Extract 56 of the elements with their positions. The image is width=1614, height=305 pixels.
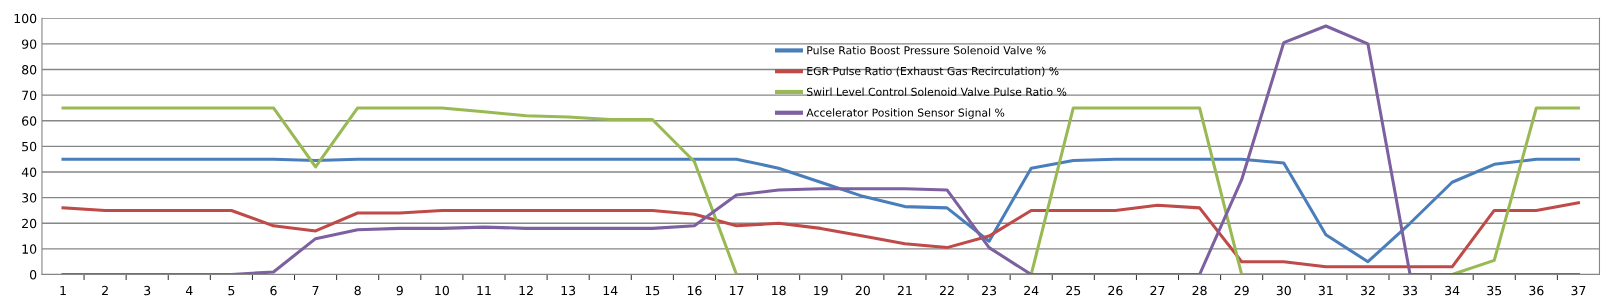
legend-label: Accelerator Position Sensor Signal %: [806, 108, 1005, 119]
x-tick-label: 25: [1066, 285, 1081, 296]
x-tick-label: 19: [814, 285, 828, 296]
legend-label: Swirl Level Control Solenoid Valve Pulse Ratio %: [807, 87, 1067, 96]
x-tick-label: 10: [435, 285, 449, 296]
x-tick-label: 34: [1445, 285, 1460, 296]
x-tick-label: 29: [1234, 285, 1249, 296]
x-tick-label: 28: [1192, 285, 1207, 296]
x-tick-label: 20: [855, 285, 870, 296]
legend-label: Pulse Ratio Boost Pressure Solenoid Valve %: [807, 45, 1046, 55]
y-tick-label: 30: [22, 193, 37, 203]
x-tick-label: 13: [561, 285, 576, 296]
x-tick-label: 18: [772, 285, 786, 296]
x-tick-label: 27: [1150, 285, 1165, 296]
line-series: [61, 24, 1580, 275]
x-tick-label: 32: [1360, 285, 1375, 296]
x-tick-label: 36: [1529, 285, 1544, 296]
x-tick-label: 11: [477, 286, 491, 296]
x-tick-label: 15: [645, 286, 660, 296]
y-tick-label: 40: [21, 167, 37, 177]
x-tick-label: 22: [939, 285, 954, 296]
x-tick-label: 12: [519, 285, 533, 296]
y-tick-label: 50: [22, 141, 37, 152]
y-tick-label: 90: [21, 39, 37, 49]
line-series: [61, 106, 1580, 275]
legend-label: EGR Pulse Ratio (Exhaust Gas Recirculation) %: [807, 66, 1059, 77]
y-tick-label: 100: [14, 13, 37, 24]
x-tick-label: 16: [687, 285, 702, 296]
x-tick-label: 7: [312, 286, 319, 296]
x-tick-label: 1: [60, 286, 66, 296]
x-tick-label: 9: [396, 285, 403, 296]
x-tick-label: 3: [144, 285, 151, 296]
line-series: [61, 157, 1580, 264]
x-tick-label: 4: [185, 286, 193, 296]
x-tick-label: 8: [354, 285, 361, 296]
x-tick-label: 23: [982, 285, 997, 296]
x-tick-label: 17: [729, 286, 744, 296]
x-tick-label: 2: [102, 285, 108, 296]
y-tick-label: 80: [22, 65, 37, 75]
y-tick-label: 20: [22, 218, 37, 229]
x-tick-label: 33: [1403, 285, 1417, 296]
x-tick-label: 24: [1024, 285, 1039, 296]
y-tick-label: 60: [22, 116, 37, 126]
x-tick-label: 35: [1487, 285, 1502, 296]
y-tick-label: 70: [22, 90, 37, 101]
x-tick-label: 5: [228, 286, 235, 296]
x-tick-label: 6: [270, 285, 277, 296]
x-tick-label: 26: [1108, 285, 1123, 296]
line-series: [61, 201, 1580, 269]
x-tick-label: 37: [1571, 285, 1586, 296]
y-tick-label: 0: [29, 269, 37, 280]
x-tick-label: 30: [1276, 285, 1291, 296]
y-tick-label: 10: [22, 244, 37, 254]
x-tick-label: 14: [603, 286, 618, 296]
x-tick-label: 31: [1318, 285, 1333, 296]
x-tick-label: 21: [897, 285, 912, 296]
